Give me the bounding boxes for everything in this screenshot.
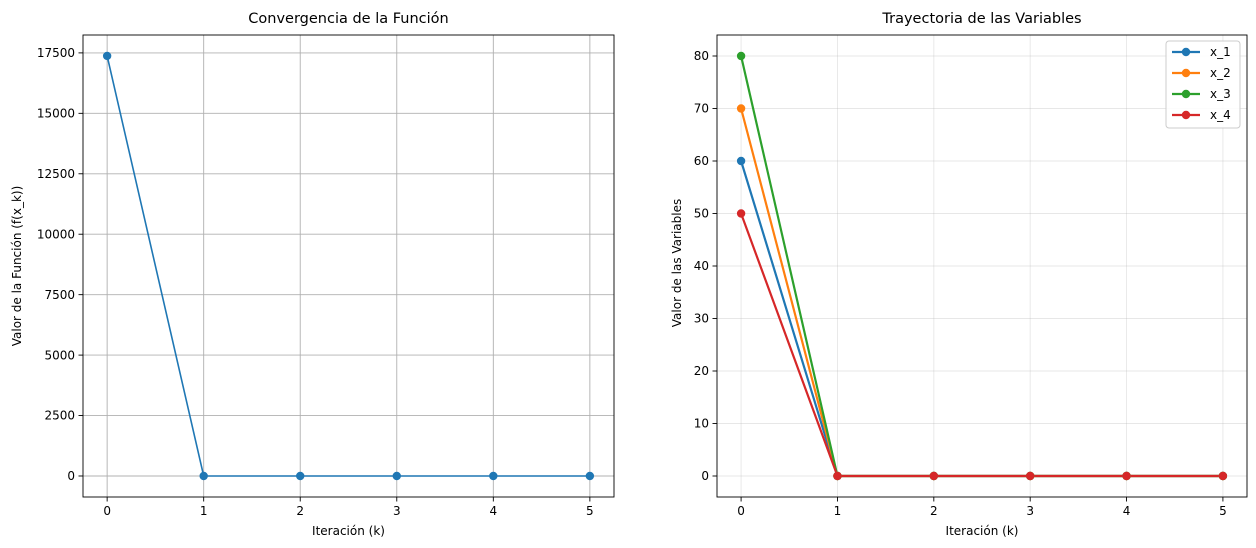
series-line-x_4 — [740, 213, 1223, 478]
x-tick-label: 4 — [489, 504, 497, 518]
data-point — [102, 51, 112, 61]
x-tick-label: 0 — [737, 504, 745, 518]
x-tick-label: 5 — [586, 504, 594, 518]
grid-lines — [717, 35, 1247, 497]
y-tick-label: 70 — [694, 102, 709, 116]
data-point — [1025, 471, 1035, 481]
legend-label: x_2 — [1210, 66, 1231, 80]
y-tick-label: 40 — [694, 259, 709, 273]
x-axis-label: Iteración (k) — [312, 524, 385, 538]
y-tick-label: 30 — [694, 312, 709, 326]
legend-item: x_3 — [1172, 87, 1231, 101]
legend-item: x_2 — [1172, 66, 1231, 80]
legend-label: x_3 — [1210, 87, 1231, 101]
data-point — [929, 471, 939, 481]
x-tick-label: 4 — [1123, 504, 1131, 518]
legend-item: x_4 — [1172, 108, 1231, 122]
y-tick-label: 80 — [694, 49, 709, 63]
series-markers — [102, 51, 595, 481]
y-tick-label: 5000 — [44, 348, 75, 362]
x-axis-label: Iteración (k) — [946, 524, 1019, 538]
data-point — [296, 471, 305, 481]
x-tick-label: 1 — [834, 504, 842, 518]
y-tick-label: 17500 — [37, 46, 75, 60]
x-tick-label: 3 — [393, 504, 401, 518]
function-convergence-chart: 0 1 2 3 4 5025005000750010000125001500017500 … — [10, 11, 615, 538]
grid-lines — [83, 35, 614, 497]
legend-frame — [1165, 40, 1241, 129]
y-tick-label: 0 — [701, 469, 709, 483]
data-point — [585, 471, 595, 481]
data-point — [833, 471, 842, 481]
legend-marker — [1181, 68, 1191, 78]
y-tick-label: 2500 — [44, 409, 75, 423]
y-tick-label: 10 — [694, 417, 709, 431]
data-point — [489, 471, 498, 481]
y-tick-label: 10000 — [37, 227, 75, 241]
data-point — [736, 104, 746, 113]
x-tick-label: 0 — [103, 504, 111, 518]
x-tick-label: 1 — [200, 504, 208, 518]
legend: x_1 x_2 x_3 x_4 — [1165, 40, 1241, 129]
data-point — [1218, 471, 1228, 481]
chart-title: Trayectoria de las Variables — [881, 11, 1081, 27]
axis-ticks: 0 1 2 3 4 5 0 2500 5000 7500 10000 12500 15000 17500 — [37, 46, 594, 518]
legend-item: x_1 — [1172, 45, 1231, 59]
y-tick-label: 50 — [694, 207, 709, 221]
y-tick-label: 7500 — [44, 288, 75, 302]
legend-marker — [1181, 89, 1191, 99]
legend-label: x_1 — [1210, 45, 1231, 59]
y-tick-label: 60 — [694, 154, 709, 168]
series-markers — [736, 51, 1228, 481]
y-axis-label: Valor de las Variables — [670, 199, 684, 327]
legend-label: x_4 — [1210, 108, 1231, 122]
y-tick-label: 20 — [694, 364, 709, 378]
x-tick-label: 3 — [1026, 504, 1034, 518]
y-axis-label: Valor de la Función (f(x_k)) — [10, 186, 24, 347]
data-point — [199, 471, 208, 481]
x-tick-label: 2 — [296, 504, 304, 518]
series-lines — [106, 55, 590, 477]
series-line-f — [106, 55, 590, 477]
plot-frame — [82, 34, 615, 498]
data-point — [736, 156, 746, 166]
data-point — [736, 209, 746, 218]
legend-marker — [1181, 47, 1191, 57]
y-tick-label: 0 — [67, 469, 75, 483]
data-point — [736, 51, 746, 61]
legend-marker — [1181, 110, 1191, 120]
x-tick-label: 5 — [1219, 504, 1227, 518]
data-point — [392, 471, 401, 481]
chart-title: Convergencia de la Función — [248, 11, 448, 27]
series-lines — [740, 55, 1223, 478]
y-tick-label: 12500 — [37, 167, 75, 181]
y-tick-label: 15000 — [37, 107, 75, 121]
x-tick-label: 2 — [930, 504, 938, 518]
data-point — [1122, 471, 1131, 481]
